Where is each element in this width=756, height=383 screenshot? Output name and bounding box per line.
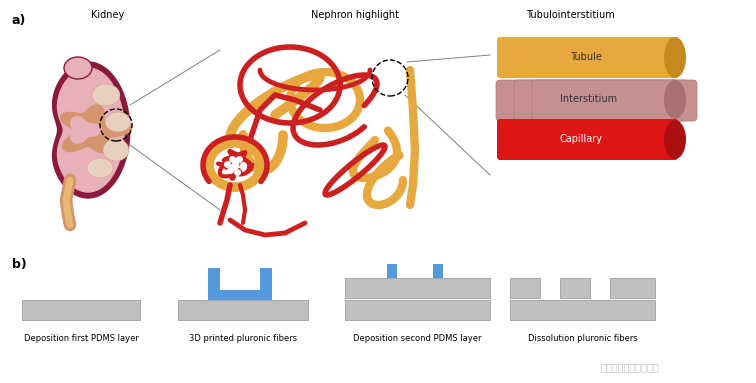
Polygon shape [70, 117, 101, 143]
Bar [22, 300, 140, 320]
Ellipse shape [664, 120, 686, 159]
Bar [510, 278, 540, 298]
Text: Dissolution pluronic fibers: Dissolution pluronic fibers [528, 334, 637, 343]
Text: 江苏省人民医院肾内科: 江苏省人民医院肾内科 [600, 362, 659, 372]
Ellipse shape [92, 84, 120, 106]
FancyBboxPatch shape [532, 80, 697, 121]
Text: Capillary: Capillary [560, 134, 603, 144]
Polygon shape [53, 62, 130, 198]
FancyBboxPatch shape [497, 119, 678, 160]
Bar [560, 278, 590, 298]
Bar [208, 268, 220, 300]
Text: Deposition second PDMS layer: Deposition second PDMS layer [353, 334, 482, 343]
Text: a): a) [12, 14, 26, 27]
Polygon shape [57, 68, 124, 192]
Bar [345, 278, 490, 298]
Text: Tubulointerstitium: Tubulointerstitium [525, 10, 615, 20]
Bar [260, 268, 272, 300]
Text: Kidney: Kidney [91, 10, 125, 20]
Bar [433, 264, 443, 278]
Text: b): b) [12, 258, 26, 271]
FancyBboxPatch shape [496, 80, 679, 121]
Bar [208, 290, 272, 300]
Ellipse shape [103, 139, 129, 161]
FancyBboxPatch shape [497, 37, 678, 78]
Bar [387, 264, 397, 278]
Ellipse shape [64, 57, 92, 79]
Ellipse shape [87, 158, 113, 178]
Text: Tubule: Tubule [570, 52, 602, 62]
Text: Deposition first PDMS layer: Deposition first PDMS layer [23, 334, 138, 343]
Bar [610, 278, 655, 298]
FancyBboxPatch shape [514, 80, 688, 121]
Text: 3D printed pluronic fibers: 3D printed pluronic fibers [189, 334, 297, 343]
Ellipse shape [664, 37, 686, 78]
Bar [510, 300, 655, 320]
Ellipse shape [664, 80, 686, 119]
Polygon shape [60, 105, 132, 153]
Bar [345, 300, 490, 320]
Ellipse shape [105, 112, 131, 132]
Text: Nephron highlight: Nephron highlight [311, 10, 399, 20]
Bar [178, 300, 308, 320]
Text: Interstitium: Interstitium [560, 95, 617, 105]
